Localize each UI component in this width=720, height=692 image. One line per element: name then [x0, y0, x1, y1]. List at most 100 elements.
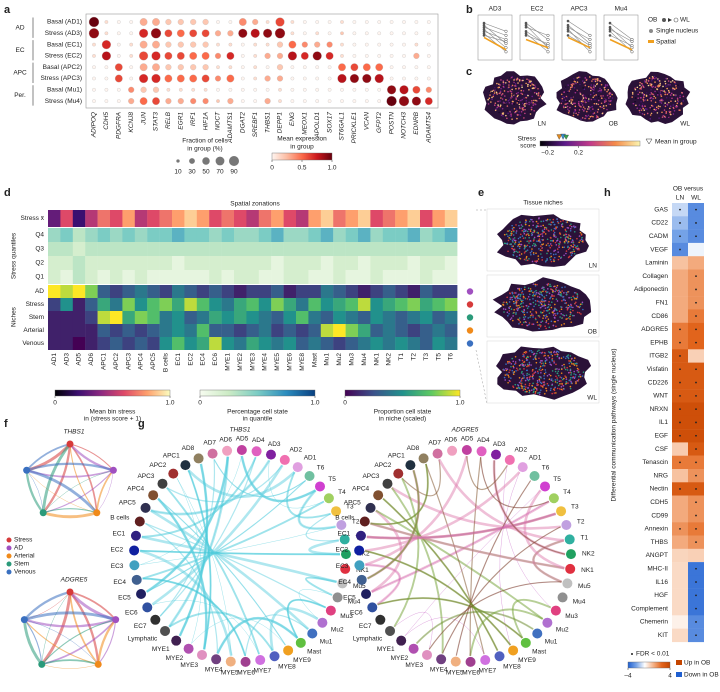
pair-dot — [566, 27, 570, 31]
tissue-spot — [650, 83, 653, 86]
tissue-spot — [638, 91, 641, 94]
node-label: Mu1 — [320, 638, 333, 645]
colorbar-title: Mean bin stress — [90, 409, 137, 416]
tissue-spot — [567, 236, 569, 238]
tissue-spot — [574, 105, 577, 108]
tissue-spot — [565, 378, 568, 380]
tissue-spot — [595, 116, 598, 119]
tissue-spot — [665, 77, 667, 80]
pair-line — [483, 35, 507, 42]
tissue-spot — [670, 92, 673, 95]
mean-legend-marker — [645, 138, 653, 145]
chord-node — [517, 462, 528, 473]
dot — [189, 29, 198, 38]
heatmap-cell — [234, 324, 247, 337]
heatmap-cell — [395, 285, 408, 298]
tissue-spot — [532, 291, 534, 294]
chord-node — [532, 628, 543, 639]
column-label: MYE5 — [274, 353, 281, 371]
tissue-spot — [523, 232, 526, 235]
tissue-spot — [511, 118, 513, 120]
tissue-spot — [536, 260, 538, 262]
tissue-spot — [499, 92, 502, 94]
tissue-spot — [584, 99, 586, 102]
dot — [240, 65, 245, 70]
tissue-spot — [549, 296, 552, 299]
tissue-spot — [524, 108, 526, 111]
tissue-spot — [532, 253, 535, 256]
pair-dot — [630, 40, 634, 44]
tissue-spot — [510, 97, 512, 99]
dot — [92, 76, 96, 81]
heatmap-cell — [432, 270, 445, 284]
tissue-spot — [520, 372, 523, 374]
tissue-spot — [544, 290, 547, 293]
tissue-spot — [641, 112, 644, 115]
chord-edge — [366, 513, 556, 539]
heatmap-cell — [196, 242, 210, 256]
tissue-spot — [635, 104, 637, 107]
tissue-spot — [520, 92, 522, 95]
tissue-spot — [528, 382, 531, 385]
tissue-spot — [524, 112, 526, 115]
tissue-spot — [538, 315, 540, 317]
dot — [216, 99, 220, 103]
dot — [352, 54, 357, 58]
tissue-spot — [554, 381, 557, 383]
tissue-spot — [674, 94, 677, 97]
tissue-spot — [543, 383, 545, 386]
tissue-spot — [551, 239, 554, 242]
pair-dot — [524, 32, 528, 35]
heatmap-cell — [382, 228, 396, 242]
tissue-spot — [517, 88, 520, 90]
tissue-spot — [504, 379, 507, 381]
dot — [104, 65, 109, 70]
row-label: Stress (Mu4) — [45, 98, 82, 105]
tissue-spot — [509, 305, 511, 308]
pair-dot — [482, 27, 486, 31]
tissue-spot — [554, 353, 556, 356]
tissue-spot — [662, 104, 665, 106]
tissue-spot — [597, 97, 600, 100]
tissue-spot — [560, 317, 563, 319]
tissue-spot — [570, 241, 573, 243]
chord-edge — [371, 501, 549, 593]
tissue-spot — [533, 242, 535, 245]
chord-node — [160, 625, 171, 636]
tissue-spot — [530, 290, 532, 293]
tissue-spot — [573, 370, 575, 373]
heatmap-cell — [110, 256, 123, 270]
heatmap-cell — [172, 270, 185, 284]
tissue-spot — [598, 89, 601, 92]
node-label: AD4 — [252, 437, 265, 444]
tissue-spot — [518, 79, 521, 81]
tissue-spot — [603, 107, 605, 110]
heatmap-cell — [48, 337, 61, 350]
tissue-spot — [554, 370, 557, 373]
dot — [202, 41, 209, 48]
tissue-spot — [529, 230, 532, 232]
tissue-spot — [511, 357, 514, 360]
tissue-spot — [502, 81, 505, 84]
heatmap-cell — [407, 242, 421, 256]
heatmap-cell — [234, 285, 247, 298]
heatmap-cell — [283, 242, 297, 256]
pair-line — [525, 24, 549, 48]
legend-label: Arterial — [14, 553, 35, 560]
chord-edge — [187, 469, 212, 650]
tissue-spot — [564, 368, 567, 371]
dot — [362, 63, 371, 72]
tissue-spot — [518, 103, 521, 106]
tissue-spot — [599, 87, 601, 90]
heatmap-cell — [444, 210, 458, 227]
pair-line — [525, 33, 549, 53]
tissue-spot — [659, 82, 661, 85]
tissue-spot — [526, 369, 528, 372]
tissue-spot — [534, 392, 537, 394]
chord-edge — [455, 480, 532, 656]
dot — [337, 73, 347, 84]
tissue-spot — [573, 357, 576, 359]
dot — [191, 87, 196, 92]
chord-node — [418, 453, 429, 464]
tissue-spot — [550, 306, 553, 309]
